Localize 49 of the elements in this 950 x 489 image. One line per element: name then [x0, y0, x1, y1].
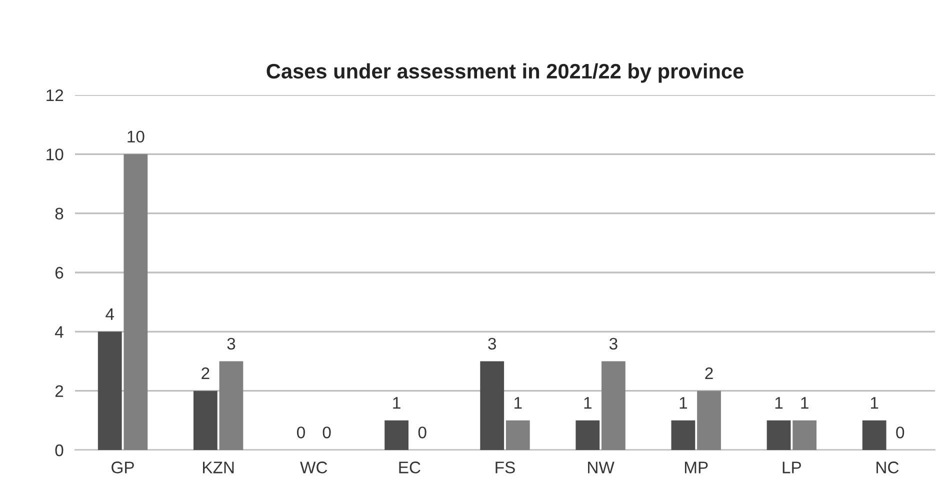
data-label: 0	[896, 426, 904, 438]
y-tick-label: 0	[55, 444, 64, 456]
x-tick-label: WC	[300, 462, 328, 474]
data-label: 3	[609, 338, 618, 350]
data-label: 1	[680, 397, 688, 409]
bar	[384, 420, 408, 450]
data-label: 0	[418, 426, 426, 438]
y-tick-label: 10	[46, 148, 64, 160]
x-tick-label: EC	[399, 462, 420, 474]
bar	[697, 390, 721, 450]
data-label: 1	[870, 397, 878, 409]
bar	[766, 420, 791, 450]
x-tick-label: LP	[782, 462, 801, 474]
x-tick-label: GP	[112, 462, 134, 474]
bar	[124, 154, 148, 450]
bar	[671, 420, 696, 450]
x-tick-label: KZN	[203, 462, 234, 474]
data-label: 3	[227, 338, 236, 350]
x-tick-label: NC	[876, 462, 899, 474]
bar	[193, 390, 218, 450]
x-tick-label: FS	[496, 462, 515, 474]
data-label: 1	[584, 397, 592, 409]
chart-title: Cases under assessment in 2021/22 by province	[266, 63, 744, 83]
x-tick-label: MP	[684, 462, 708, 474]
data-label: 0	[322, 426, 331, 438]
bar	[480, 361, 504, 450]
data-label: 1	[775, 397, 783, 409]
bar	[602, 361, 626, 450]
y-tick-label: 6	[55, 266, 64, 279]
bar	[862, 420, 886, 450]
data-label: 3	[488, 338, 496, 350]
bar	[792, 420, 817, 450]
bar	[576, 420, 600, 450]
bar	[98, 332, 122, 450]
y-tick-label: 2	[55, 385, 64, 397]
y-tick-label: 4	[55, 326, 64, 338]
data-label: 2	[705, 367, 713, 380]
data-label: 10	[128, 130, 144, 143]
data-label: 1	[801, 397, 808, 409]
x-tick-label: NW	[588, 462, 614, 474]
y-tick-label: 8	[55, 208, 64, 220]
y-tick-label: 12	[46, 89, 64, 102]
bar	[219, 361, 244, 450]
data-label: 1	[514, 397, 522, 409]
data-label: 4	[106, 308, 114, 320]
data-label: 1	[393, 397, 400, 409]
data-label: 0	[297, 426, 305, 438]
data-label: 2	[202, 367, 210, 380]
bar	[506, 420, 530, 450]
